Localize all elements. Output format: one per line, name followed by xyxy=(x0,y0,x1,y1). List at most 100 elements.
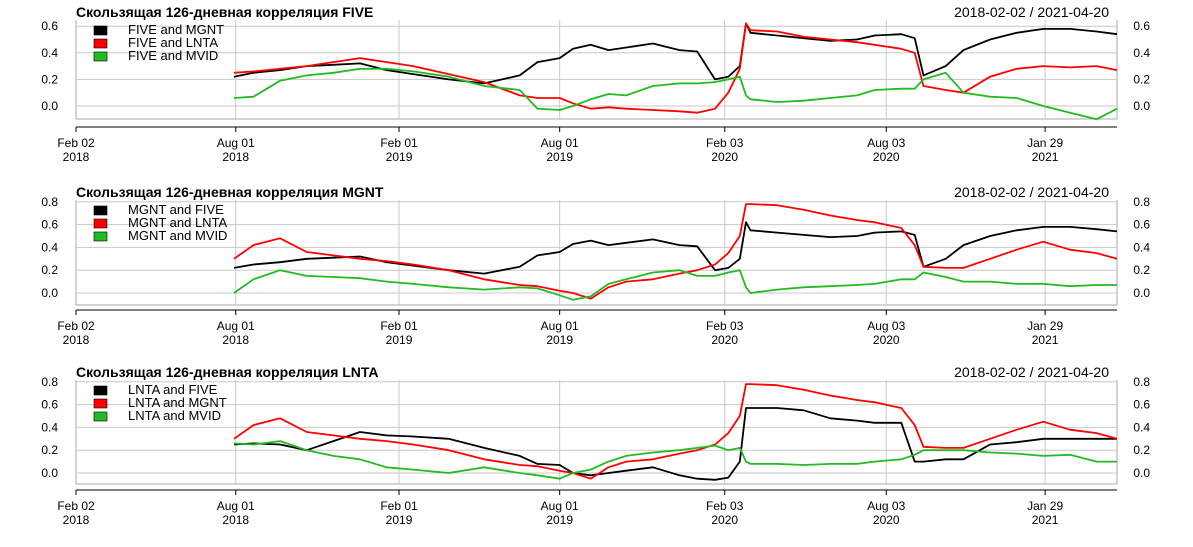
series-line-lnta-and-mgnt xyxy=(233,383,1118,480)
y-tick-label-left: 0.2 xyxy=(41,263,58,277)
x-tick-label-year: 2018 xyxy=(63,513,90,527)
y-tick-label-left: 0.6 xyxy=(41,19,58,33)
y-tick-label-left: 0.0 xyxy=(41,466,58,480)
x-tick-label-date: Aug 03 xyxy=(867,319,905,333)
legend-swatch-3 xyxy=(93,231,108,242)
y-tick-label-right: 0.0 xyxy=(1133,286,1150,300)
y-tick-label-left: 0.0 xyxy=(41,286,58,300)
legend-label: MGNT and FIVE xyxy=(128,202,224,217)
y-tick-label-left: 0.0 xyxy=(41,99,58,113)
legend-label: MGNT and MVID xyxy=(128,228,227,243)
chart-title: Скользящая 126-дневная корреляция FIVE xyxy=(76,4,373,20)
x-tick-label-year: 2018 xyxy=(222,333,249,347)
y-tick-label-right: 0.2 xyxy=(1133,72,1150,86)
legend-swatch-2 xyxy=(93,38,108,49)
x-tick-label-date: Aug 01 xyxy=(217,499,255,513)
x-tick-label-date: Aug 03 xyxy=(867,499,905,513)
legend-label: LNTA and MVID xyxy=(128,408,221,423)
x-tick-label-year: 2018 xyxy=(222,150,249,164)
y-tick-label-right: 0.0 xyxy=(1133,99,1150,113)
x-tick-label-year: 2018 xyxy=(222,513,249,527)
y-tick-label-left: 0.4 xyxy=(41,240,58,254)
legend-swatch-3 xyxy=(93,411,108,422)
x-tick-label-date: Feb 01 xyxy=(380,499,418,513)
x-tick-label-date: Aug 01 xyxy=(541,136,579,150)
legend-label: MGNT and LNTA xyxy=(128,215,228,230)
y-tick-label-left: 0.6 xyxy=(41,218,58,232)
chart-title: Скользящая 126-дневная корреляция LNTA xyxy=(76,364,379,380)
x-tick-label-year: 2018 xyxy=(63,333,90,347)
x-tick-label-date: Feb 01 xyxy=(380,319,418,333)
series-line-lnta-and-mvid xyxy=(233,440,1117,480)
y-tick-label-right: 0.4 xyxy=(1133,420,1150,434)
legend-swatch-2 xyxy=(93,398,108,409)
y-tick-label-left: 0.4 xyxy=(41,420,58,434)
y-tick-label-right: 0.6 xyxy=(1133,218,1150,232)
x-tick-label-year: 2018 xyxy=(63,150,90,164)
x-tick-label-year: 2020 xyxy=(711,513,738,527)
x-tick-label-year: 2019 xyxy=(546,333,573,347)
x-tick-label-year: 2020 xyxy=(873,513,900,527)
x-tick-label-year: 2019 xyxy=(546,513,573,527)
x-tick-label-year: 2019 xyxy=(386,513,413,527)
series-line-mgnt-and-five xyxy=(233,221,1118,275)
y-tick-label-right: 0.8 xyxy=(1133,195,1150,209)
x-tick-label-date: Aug 01 xyxy=(217,319,255,333)
x-tick-label-date: Jan 29 xyxy=(1027,319,1063,333)
y-tick-label-left: 0.2 xyxy=(41,72,58,86)
y-tick-label-right: 0.6 xyxy=(1133,398,1150,412)
legend-swatch-3 xyxy=(93,51,108,62)
legend-swatch-1 xyxy=(93,205,108,216)
x-tick-label-date: Jan 29 xyxy=(1027,136,1063,150)
legend-swatch-2 xyxy=(93,218,108,229)
y-tick-label-right: 0.0 xyxy=(1133,466,1150,480)
y-tick-label-left: 0.4 xyxy=(41,46,58,60)
x-tick-label-year: 2019 xyxy=(386,333,413,347)
series-line-mgnt-and-mvid xyxy=(233,269,1117,301)
legend-label: LNTA and FIVE xyxy=(128,382,218,397)
y-tick-label-left: 0.2 xyxy=(41,443,58,457)
x-tick-label-year: 2020 xyxy=(873,333,900,347)
legend-swatch-1 xyxy=(93,385,108,396)
x-tick-label-date: Aug 01 xyxy=(541,499,579,513)
x-tick-label-date: Feb 01 xyxy=(380,136,418,150)
chart-title: Скользящая 126-дневная корреляция MGNT xyxy=(76,184,384,200)
x-tick-label-year: 2021 xyxy=(1032,333,1059,347)
series-line-five-and-lnta xyxy=(233,22,1118,114)
y-tick-label-left: 0.8 xyxy=(41,375,58,389)
x-tick-label-date: Feb 02 xyxy=(57,499,95,513)
y-tick-label-left: 0.8 xyxy=(41,195,58,209)
series-line-five-and-mgnt xyxy=(233,22,1118,85)
legend-label: LNTA and MGNT xyxy=(128,395,227,410)
x-tick-label-date: Feb 02 xyxy=(57,136,95,150)
y-tick-label-right: 0.6 xyxy=(1133,19,1150,33)
legend-label: FIVE and MGNT xyxy=(128,22,224,37)
x-tick-label-date: Aug 01 xyxy=(217,136,255,150)
legend-label: FIVE and MVID xyxy=(128,48,218,63)
x-tick-label-date: Feb 03 xyxy=(706,319,744,333)
x-tick-label-year: 2019 xyxy=(386,150,413,164)
y-tick-label-right: 0.2 xyxy=(1133,443,1150,457)
legend-swatch-1 xyxy=(93,25,108,36)
y-tick-label-right: 0.4 xyxy=(1133,240,1150,254)
series-line-five-and-mvid xyxy=(233,67,1118,121)
x-tick-label-date: Feb 03 xyxy=(706,499,744,513)
x-tick-label-year: 2019 xyxy=(546,150,573,164)
y-tick-label-right: 0.8 xyxy=(1133,375,1150,389)
date-range-label: 2018-02-02 / 2021-04-20 xyxy=(954,4,1109,20)
x-tick-label-date: Jan 29 xyxy=(1027,499,1063,513)
x-tick-label-year: 2020 xyxy=(711,150,738,164)
x-tick-label-year: 2020 xyxy=(873,150,900,164)
x-tick-label-date: Feb 02 xyxy=(57,319,95,333)
x-tick-label-date: Aug 01 xyxy=(541,319,579,333)
series-line-mgnt-and-lnta xyxy=(233,203,1118,300)
x-tick-label-date: Aug 03 xyxy=(867,136,905,150)
y-tick-label-right: 0.2 xyxy=(1133,263,1150,277)
date-range-label: 2018-02-02 / 2021-04-20 xyxy=(954,184,1109,200)
x-tick-label-year: 2020 xyxy=(711,333,738,347)
